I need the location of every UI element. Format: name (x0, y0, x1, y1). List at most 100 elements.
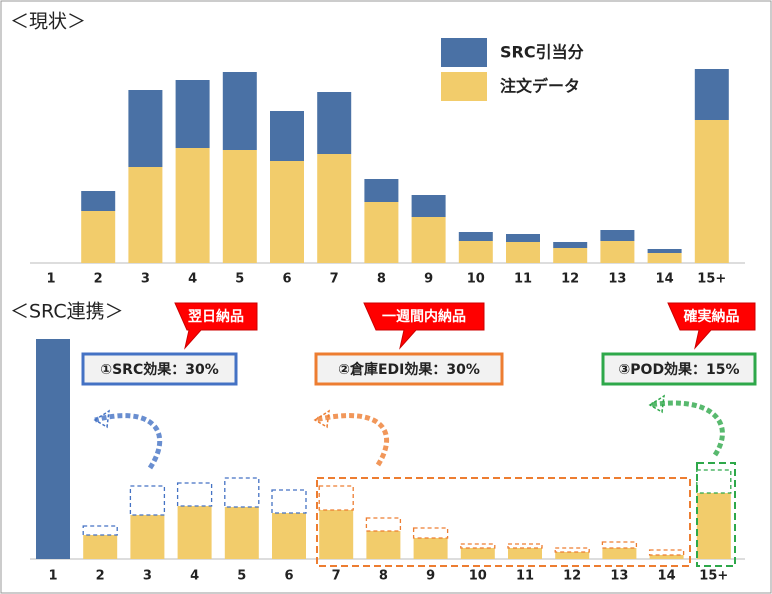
effect-box (601, 352, 757, 386)
legend-swatch (441, 38, 487, 67)
reduction-box (129, 485, 166, 516)
bar-segment (600, 230, 635, 241)
x-tick-label: 12 (561, 272, 579, 287)
bar-segment (649, 555, 684, 559)
bar-segment (317, 154, 352, 263)
bar-segment (411, 195, 446, 217)
reduction-box (507, 543, 543, 549)
bar-segment (272, 513, 306, 559)
reduction-box (696, 469, 732, 494)
x-tick-label: 8 (379, 569, 388, 584)
bar-segment (222, 72, 257, 150)
x-tick-label: 14 (656, 272, 674, 287)
bar-segment (694, 120, 729, 263)
x-tick-label: 6 (282, 272, 291, 287)
x-tick-label: 4 (190, 569, 199, 584)
callout-text: 一週間内納品 (382, 308, 466, 325)
x-tick-label: 10 (467, 272, 485, 287)
effect-label: ①SRC効果：30% (100, 361, 219, 378)
curved-arrow (649, 400, 725, 457)
curved-arrow (94, 413, 163, 470)
group-frame (696, 462, 736, 567)
reduction-box (271, 489, 307, 514)
bar-segment (128, 167, 163, 263)
bar-segment (177, 506, 212, 559)
bar-segment (458, 241, 493, 263)
reduction-box (554, 547, 590, 553)
bar-segment (222, 150, 257, 263)
bar-segment (81, 211, 116, 263)
bar-segment (647, 253, 682, 263)
x-tick-label: 15+ (697, 272, 726, 287)
x-tick-label: 11 (516, 569, 534, 584)
x-tick-label: 2 (94, 272, 103, 287)
bottom-title: ＜SRC連携＞ (10, 301, 124, 323)
bar-segment (366, 531, 401, 559)
bar-segment (696, 493, 731, 559)
x-tick-label: 11 (514, 272, 532, 287)
bar-segment (130, 515, 165, 559)
bar-segment (553, 248, 588, 263)
x-tick-label: 9 (424, 272, 433, 287)
bar-segment (458, 232, 493, 241)
callout-text: 翌日納品 (188, 308, 244, 325)
bar-segment (270, 111, 304, 161)
x-tick-label: 7 (332, 569, 341, 584)
x-tick-label: 9 (426, 569, 435, 584)
x-tick-label: 15+ (699, 569, 728, 584)
x-tick-label: 1 (48, 569, 57, 584)
reduction-box (460, 543, 496, 549)
legend-label: 注文データ (500, 77, 580, 96)
bar-segment (508, 548, 542, 559)
bar-segment (553, 242, 588, 248)
bar-segment (224, 507, 259, 559)
bar-segment (413, 538, 448, 559)
bar-segment (506, 234, 540, 242)
x-tick-label: 3 (141, 272, 150, 287)
reduction-box (412, 527, 449, 539)
callout-text: 確実納品 (684, 308, 740, 325)
x-tick-label: 14 (658, 569, 676, 584)
x-tick-label: 4 (188, 272, 197, 287)
x-tick-label: 12 (563, 569, 581, 584)
x-tick-label: 6 (284, 569, 293, 584)
bar-segment (317, 92, 352, 154)
reduction-box (318, 485, 354, 511)
effect-box (81, 352, 238, 386)
bar-segment (81, 191, 116, 211)
x-tick-label: 7 (330, 272, 339, 287)
bar-segment (600, 241, 635, 263)
x-tick-label: 5 (237, 569, 246, 584)
callout-bubble (667, 302, 756, 350)
reduction-box (224, 477, 260, 508)
bar-segment (364, 202, 399, 263)
x-tick-label: 13 (610, 569, 628, 584)
reduction-box (601, 541, 638, 549)
bar-segment (175, 80, 210, 148)
x-tick-label: 3 (143, 569, 152, 584)
effect-box (314, 352, 504, 386)
bar-segment (270, 161, 304, 263)
legend-label: SRC引当分 (500, 43, 584, 62)
effect-label: ②倉庫EDI効果：30% (338, 361, 480, 378)
bar-segment (694, 69, 729, 120)
reduction-box (176, 482, 213, 507)
bar-segment (83, 535, 118, 559)
x-tick-label: 5 (235, 272, 244, 287)
x-tick-label: 1 (46, 272, 55, 287)
x-tick-label: 13 (608, 272, 626, 287)
callout-bubble (174, 302, 258, 350)
legend-swatch (441, 72, 487, 101)
reduction-box (365, 517, 402, 532)
bar-segment (175, 148, 210, 263)
effect-label: ③POD効果：15% (618, 361, 739, 378)
top-title: ＜現状＞ (10, 11, 86, 33)
bar-segment (555, 552, 590, 559)
bar-segment (411, 217, 446, 263)
bar-segment (319, 510, 354, 559)
bar-segment (460, 548, 495, 559)
bar-segment (647, 249, 682, 253)
x-tick-label: 2 (96, 569, 105, 584)
